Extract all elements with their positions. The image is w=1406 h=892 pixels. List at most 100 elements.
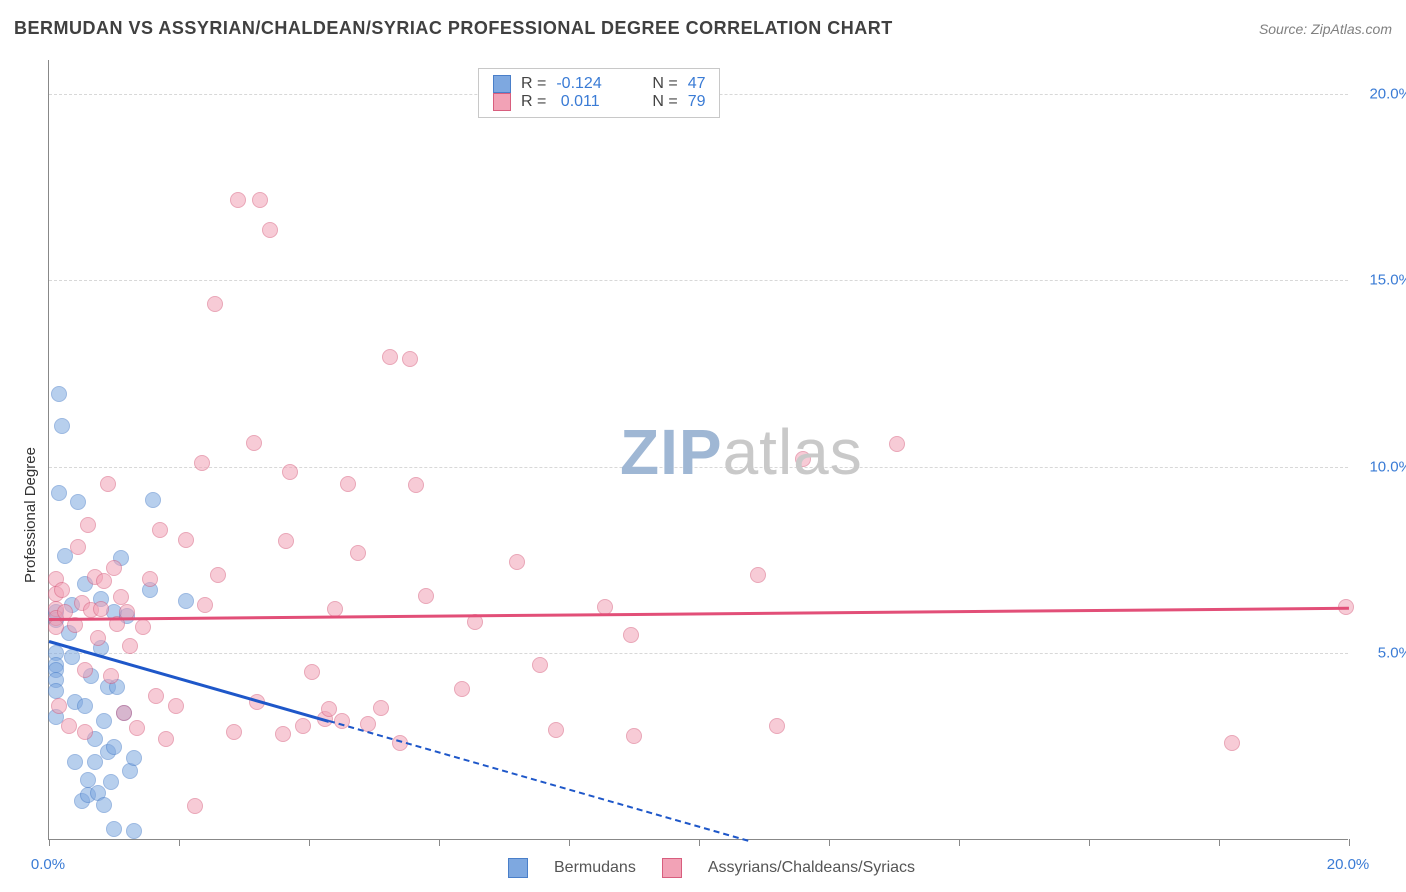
data-point-assyrians	[207, 296, 223, 312]
x-tick	[309, 839, 310, 846]
data-point-assyrians	[327, 601, 343, 617]
data-point-bermudans	[51, 386, 67, 402]
legend-row-assyrians: R = 0.011 N = 79	[493, 93, 705, 111]
data-point-assyrians	[116, 705, 132, 721]
data-point-assyrians	[135, 619, 151, 635]
data-point-assyrians	[1224, 735, 1240, 751]
data-point-assyrians	[889, 436, 905, 452]
data-point-assyrians	[246, 435, 262, 451]
y-axis-label: Professional Degree	[22, 447, 39, 583]
data-point-assyrians	[96, 573, 112, 589]
data-point-assyrians	[70, 539, 86, 555]
data-point-assyrians	[230, 192, 246, 208]
trend-line	[49, 607, 1349, 621]
data-point-assyrians	[100, 476, 116, 492]
x-tick	[1089, 839, 1090, 846]
source-label: Source: ZipAtlas.com	[1259, 21, 1392, 37]
data-point-assyrians	[252, 192, 268, 208]
data-point-bermudans	[106, 739, 122, 755]
x-tick	[959, 839, 960, 846]
data-point-bermudans	[178, 593, 194, 609]
trend-line	[328, 720, 748, 842]
x-tick	[829, 839, 830, 846]
scatter-plot-area: 5.0%10.0%15.0%20.0%	[48, 60, 1348, 840]
y-tick-label: 20.0%	[1356, 85, 1406, 102]
data-point-assyrians	[122, 638, 138, 654]
legend-r-label: R =	[521, 75, 546, 93]
legend-swatch	[493, 75, 511, 93]
gridline	[49, 280, 1348, 281]
data-point-assyrians	[90, 630, 106, 646]
legend-n-value: 79	[688, 93, 706, 111]
data-point-bermudans	[51, 485, 67, 501]
data-point-assyrians	[278, 533, 294, 549]
y-tick-label: 15.0%	[1356, 272, 1406, 289]
x-tick	[179, 839, 180, 846]
data-point-assyrians	[113, 589, 129, 605]
footer-swatch	[662, 858, 682, 878]
data-point-assyrians	[795, 451, 811, 467]
legend-swatch	[493, 93, 511, 111]
data-point-bermudans	[126, 750, 142, 766]
data-point-assyrians	[418, 588, 434, 604]
footer-series-label: Assyrians/Chaldeans/Syriacs	[708, 859, 915, 877]
legend-r-value: -0.124	[556, 75, 642, 93]
data-point-assyrians	[51, 698, 67, 714]
data-point-assyrians	[54, 582, 70, 598]
data-point-bermudans	[96, 797, 112, 813]
data-point-assyrians	[103, 668, 119, 684]
data-point-assyrians	[509, 554, 525, 570]
data-point-assyrians	[402, 351, 418, 367]
data-point-assyrians	[142, 571, 158, 587]
data-point-assyrians	[623, 627, 639, 643]
x-tick	[1349, 839, 1350, 846]
data-point-assyrians	[454, 681, 470, 697]
data-point-assyrians	[548, 722, 564, 738]
data-point-bermudans	[96, 713, 112, 729]
data-point-assyrians	[408, 477, 424, 493]
data-point-assyrians	[148, 688, 164, 704]
data-point-assyrians	[340, 476, 356, 492]
x-tick	[569, 839, 570, 846]
legend-n-label: N =	[652, 93, 677, 111]
legend-n-label: N =	[652, 75, 677, 93]
legend-row-bermudans: R = -0.124 N = 47	[493, 75, 705, 93]
data-point-assyrians	[197, 597, 213, 613]
data-point-assyrians	[77, 662, 93, 678]
data-point-assyrians	[282, 464, 298, 480]
x-tick	[439, 839, 440, 846]
data-point-assyrians	[769, 718, 785, 734]
data-point-assyrians	[626, 728, 642, 744]
data-point-bermudans	[145, 492, 161, 508]
data-point-assyrians	[158, 731, 174, 747]
x-tick	[1219, 839, 1220, 846]
data-point-assyrians	[129, 720, 145, 736]
data-point-assyrians	[350, 545, 366, 561]
footer-series-label: Bermudans	[554, 859, 636, 877]
legend-n-value: 47	[688, 75, 706, 93]
legend-r-value: 0.011	[556, 93, 642, 111]
data-point-bermudans	[48, 683, 64, 699]
data-point-assyrians	[304, 664, 320, 680]
correlation-legend: R = -0.124 N = 47 R = 0.011 N = 79	[478, 68, 720, 118]
data-point-assyrians	[168, 698, 184, 714]
data-point-assyrians	[152, 522, 168, 538]
data-point-assyrians	[80, 517, 96, 533]
legend-r-label: R =	[521, 93, 546, 111]
data-point-assyrians	[61, 718, 77, 734]
data-point-assyrians	[275, 726, 291, 742]
gridline	[49, 467, 1348, 468]
x-tick	[699, 839, 700, 846]
data-point-assyrians	[77, 724, 93, 740]
y-tick-label: 10.0%	[1356, 458, 1406, 475]
data-point-bermudans	[64, 649, 80, 665]
data-point-assyrians	[106, 560, 122, 576]
data-point-assyrians	[210, 567, 226, 583]
data-point-assyrians	[194, 455, 210, 471]
data-point-bermudans	[67, 754, 83, 770]
footer-swatch	[508, 858, 528, 878]
data-point-assyrians	[93, 601, 109, 617]
data-point-assyrians	[382, 349, 398, 365]
data-point-bermudans	[126, 823, 142, 839]
data-point-assyrians	[187, 798, 203, 814]
